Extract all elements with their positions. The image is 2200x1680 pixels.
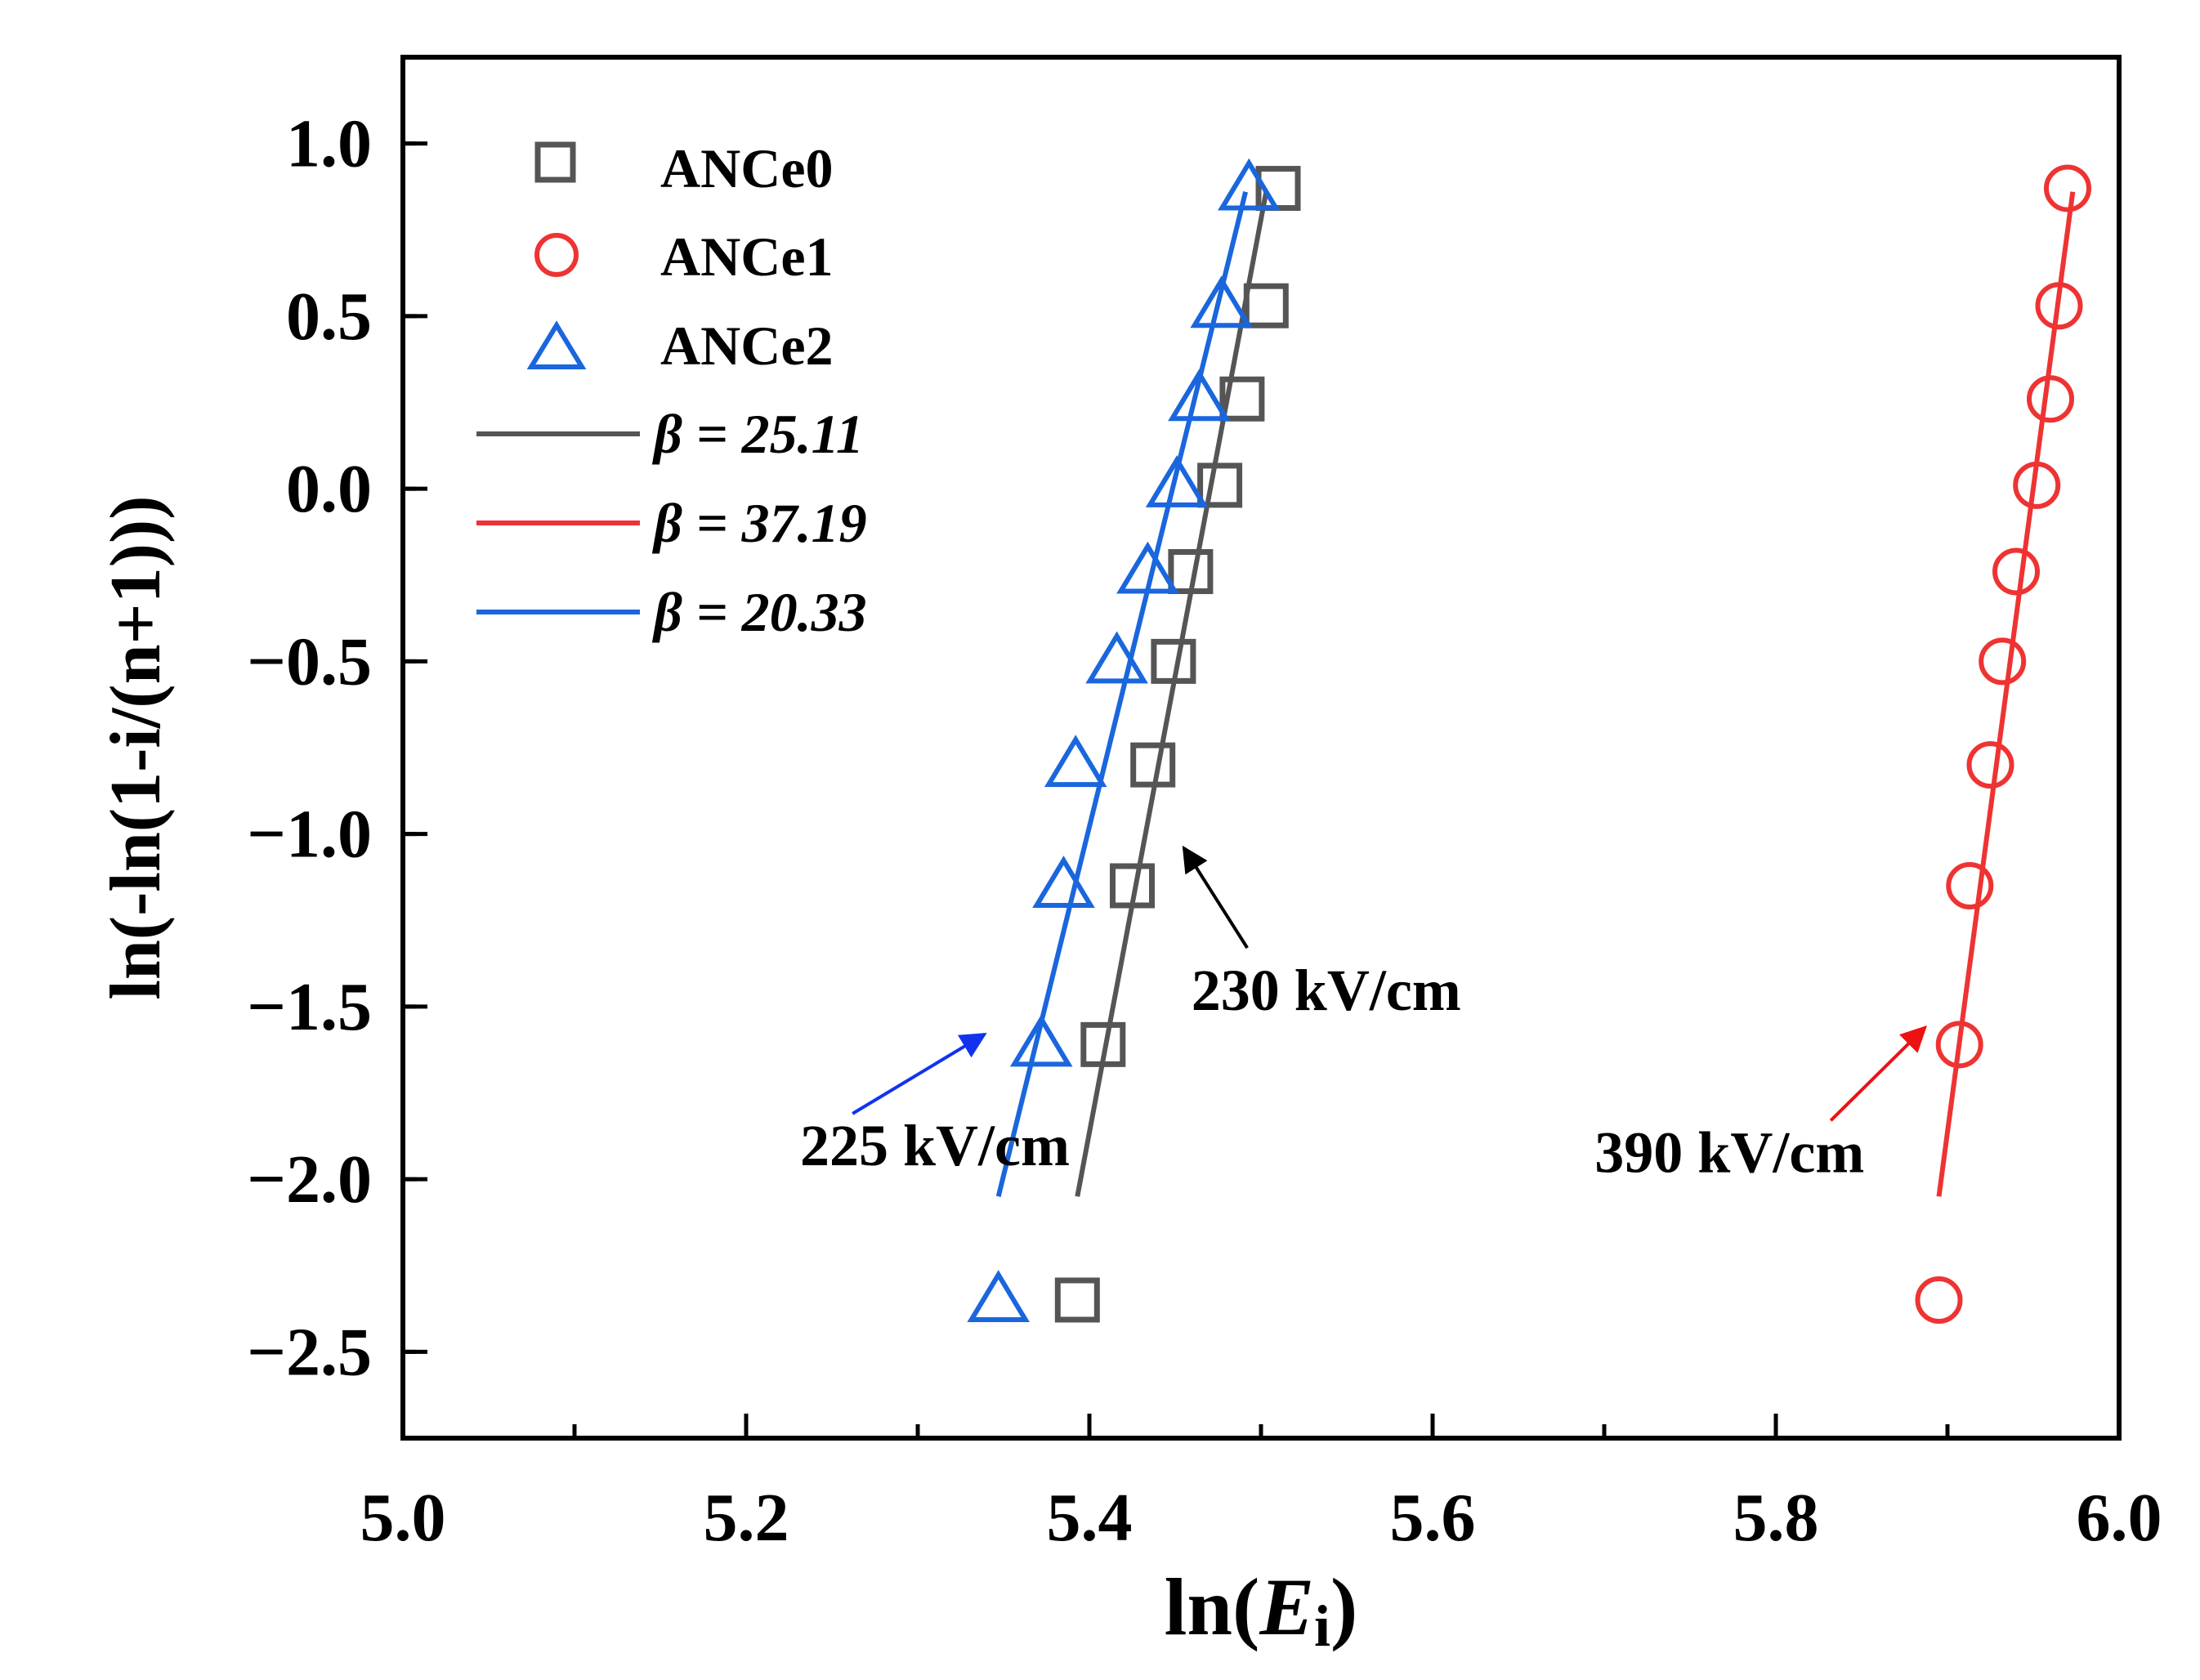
legend-label-ance2: ANCe2 — [660, 315, 834, 377]
point-ance1 — [1992, 547, 2040, 596]
y-tick-label: −1.5 — [247, 969, 372, 1045]
x-axis-ticks: 5.0 5.2 5.4 5.6 5.8 6.0 — [360, 1414, 2162, 1556]
point-ance0 — [1130, 742, 1176, 788]
y-axis-label: ln(-ln(1-i/(n+1))) — [96, 495, 176, 999]
point-ance1 — [2013, 461, 2061, 509]
legend-marker-ance1 — [534, 233, 579, 277]
legend: ANCe0 ANCe1 ANCe2 β = 25.11 β = 37.19 β … — [476, 137, 867, 643]
point-ance2 — [1032, 856, 1095, 908]
x-tick-label: 5.0 — [360, 1480, 446, 1556]
annotation-label: 230 kV/cm — [1192, 958, 1461, 1023]
legend-label-fit-ance2: β = 20.33 — [651, 581, 867, 643]
annotation-arrow — [1829, 1025, 1927, 1122]
annotation-arrow — [1182, 845, 1249, 949]
point-ance1 — [2044, 164, 2091, 212]
fit-line-ance1 — [1936, 191, 2076, 1197]
point-ance0 — [1080, 1021, 1126, 1067]
y-tick-label: 1.0 — [286, 106, 372, 182]
fit-line-ance0 — [1075, 191, 1269, 1197]
point-ance2 — [1218, 158, 1281, 211]
y-tick-label: 0.0 — [286, 451, 372, 527]
point-ance2 — [1190, 275, 1253, 328]
point-ance0 — [1197, 462, 1243, 508]
fit-lines — [995, 191, 2076, 1197]
y-tick-label: −0.5 — [247, 623, 372, 699]
x-tick-label: 5.2 — [704, 1480, 789, 1556]
point-ance2 — [1044, 735, 1107, 788]
point-ance0 — [1054, 1277, 1100, 1323]
x-axis-label: ln(Ei) — [1165, 1562, 1358, 1659]
point-ance0 — [1151, 638, 1196, 684]
x-tick-label: 6.0 — [2077, 1480, 2162, 1556]
x-tick-label: 5.4 — [1047, 1480, 1133, 1556]
point-ance1 — [1979, 637, 2027, 686]
y-axis-ticks: 1.0 0.5 0.0 −0.5 −1.0 −1.5 −2.0 −2.5 — [247, 106, 427, 1390]
point-ance1 — [1935, 1021, 1983, 1069]
data-markers — [967, 158, 2091, 1324]
annotation-label: 390 kV/cm — [1594, 1120, 1864, 1186]
x-tick-label: 5.6 — [1390, 1480, 1476, 1556]
point-ance1 — [2035, 282, 2083, 330]
point-ance2 — [1009, 1014, 1073, 1067]
point-ance0 — [1219, 376, 1265, 422]
point-ance2 — [967, 1270, 1030, 1322]
point-ance2 — [1168, 369, 1231, 422]
fit-line-ance2 — [995, 191, 1249, 1197]
point-ance2 — [1085, 631, 1148, 684]
point-ance2 — [1145, 455, 1209, 507]
legend-label-fit-ance1: β = 37.19 — [651, 492, 867, 554]
x-tick-label: 5.8 — [1733, 1480, 1819, 1556]
legend-marker-ance2 — [526, 320, 587, 369]
legend-label-ance1: ANCe1 — [660, 226, 834, 288]
y-tick-label: 0.5 — [286, 279, 372, 355]
legend-marker-ance0 — [534, 141, 576, 183]
y-tick-label: −2.5 — [247, 1314, 372, 1390]
point-ance1 — [1966, 741, 2014, 789]
annotations: 230 kV/cm 225 kV/cm 390 kV/cm — [800, 845, 1927, 1186]
legend-label-ance0: ANCe0 — [660, 137, 834, 199]
plot-frame — [400, 55, 2122, 1441]
point-ance1 — [2027, 375, 2074, 423]
annotation-label: 225 kV/cm — [800, 1113, 1070, 1178]
annotation-arrow — [852, 1032, 987, 1115]
point-ance0 — [1243, 283, 1289, 328]
point-ance1 — [1946, 862, 1994, 909]
legend-label-fit-ance0: β = 25.11 — [651, 403, 864, 465]
y-tick-label: −2.0 — [247, 1142, 372, 1218]
point-ance0 — [1168, 549, 1214, 595]
point-ance1 — [1915, 1276, 1963, 1324]
y-tick-label: −1.0 — [247, 797, 372, 873]
point-ance2 — [1116, 541, 1179, 594]
point-ance0 — [1110, 863, 1155, 909]
